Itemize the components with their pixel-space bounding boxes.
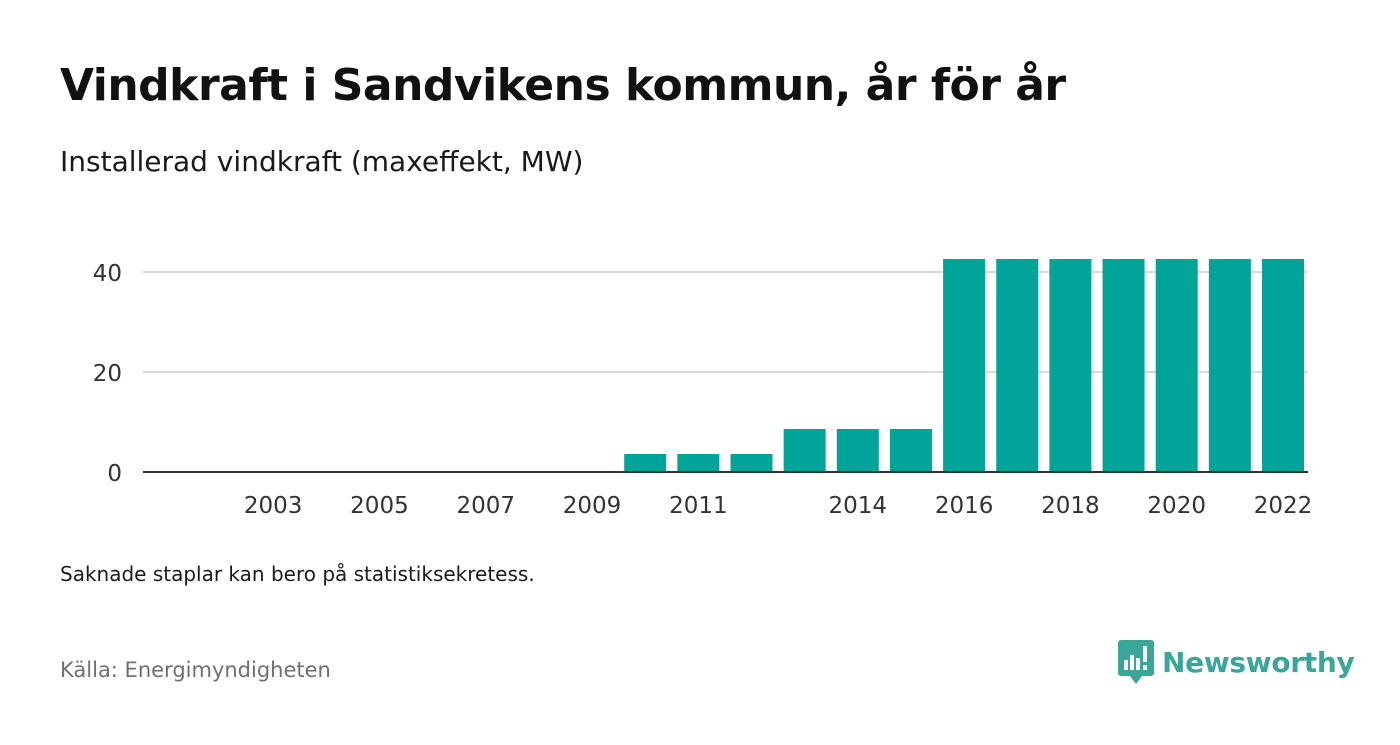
bar-2022 xyxy=(1262,259,1304,472)
footnote: Saknade staplar kan bero på statistiksek… xyxy=(60,562,535,586)
x-tick-label: 2018 xyxy=(1041,493,1100,519)
x-tick-label: 2014 xyxy=(829,493,888,519)
x-tick-label: 2009 xyxy=(563,493,622,519)
brand-name: Newsworthy xyxy=(1162,645,1355,679)
x-tick-label: 2020 xyxy=(1147,493,1206,519)
brand-logo: Newsworthy xyxy=(1118,640,1355,684)
bar-2017 xyxy=(996,259,1039,472)
x-tick-label: 2007 xyxy=(456,493,515,519)
bar-2016 xyxy=(943,259,986,472)
x-tick-label: 2011 xyxy=(669,493,728,519)
x-tick-label: 2003 xyxy=(244,493,303,519)
bar-2014 xyxy=(836,429,879,472)
bar-2019 xyxy=(1102,259,1145,472)
bar-2020 xyxy=(1155,259,1198,472)
chart-subtitle: Installerad vindkraft (maxeffekt, MW) xyxy=(60,145,584,178)
y-tick-label: 40 xyxy=(93,261,122,287)
x-tick-label: 2022 xyxy=(1254,493,1313,519)
bar-chart-speech-bubble-icon xyxy=(1118,640,1154,684)
bar-2010 xyxy=(624,454,667,472)
x-tick-label: 2016 xyxy=(935,493,994,519)
bar-2011 xyxy=(677,454,720,472)
bar-2012 xyxy=(730,454,773,472)
bar-2018 xyxy=(1049,259,1092,472)
source-label: Källa: Energimyndigheten xyxy=(60,658,331,682)
y-tick-label: 0 xyxy=(107,461,122,487)
bar-2015 xyxy=(889,429,932,472)
bar-2021 xyxy=(1208,259,1251,472)
chart-title: Vindkraft i Sandvikens kommun, år för år xyxy=(60,60,1066,111)
bar-2013 xyxy=(783,429,826,472)
y-tick-label: 20 xyxy=(93,361,122,387)
x-tick-label: 2005 xyxy=(350,493,409,519)
